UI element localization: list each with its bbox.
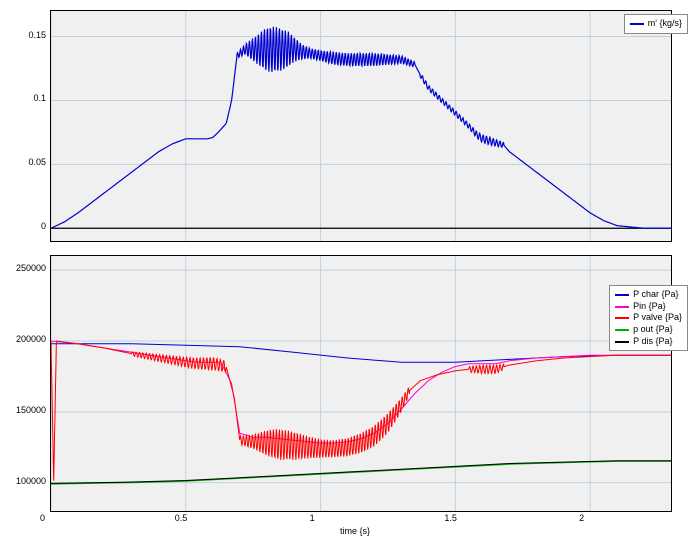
legend-swatch: [615, 317, 629, 319]
top-chart-legend: m' {kg/s}: [624, 14, 688, 34]
legend-item: p out {Pa}: [615, 324, 682, 336]
legend-label: P char {Pa}: [633, 289, 678, 301]
xtick-label: 2: [579, 513, 584, 523]
legend-swatch: [630, 23, 644, 25]
x-axis-label: time {s}: [340, 526, 370, 536]
legend-swatch: [615, 306, 629, 308]
ytick-label: 0: [41, 221, 46, 231]
top-chart-plot: [50, 10, 672, 242]
legend-label: P valve {Pa}: [633, 312, 682, 324]
ytick-label: 0.05: [28, 157, 46, 167]
legend-label: P dis {Pa}: [633, 336, 672, 348]
xtick-label: 0: [40, 513, 45, 523]
legend-item: P valve {Pa}: [615, 312, 682, 324]
legend-label: m' {kg/s}: [648, 18, 682, 30]
xtick-label: 0.5: [175, 513, 188, 523]
bottom-chart-plot: [50, 255, 672, 512]
legend-item: Pin {Pa}: [615, 301, 682, 313]
legend-swatch: [615, 341, 629, 343]
ytick-label: 200000: [16, 334, 46, 344]
legend-swatch: [615, 294, 629, 296]
legend-item: m' {kg/s}: [630, 18, 682, 30]
bottom-chart-legend: P char {Pa}Pin {Pa}P valve {Pa}p out {Pa…: [609, 285, 688, 351]
legend-swatch: [615, 329, 629, 331]
ytick-label: 150000: [16, 405, 46, 415]
ytick-label: 250000: [16, 263, 46, 273]
ytick-label: 100000: [16, 476, 46, 486]
xtick-label: 1.5: [444, 513, 457, 523]
legend-item: P dis {Pa}: [615, 336, 682, 348]
legend-label: Pin {Pa}: [633, 301, 666, 313]
legend-item: P char {Pa}: [615, 289, 682, 301]
legend-label: p out {Pa}: [633, 324, 673, 336]
ytick-label: 0.1: [33, 93, 46, 103]
figure-container: 0 0.05 0.1 0.15 m' {kg/s} 100000 150000 20000…: [0, 0, 696, 540]
xtick-label: 1: [310, 513, 315, 523]
ytick-label: 0.15: [28, 30, 46, 40]
